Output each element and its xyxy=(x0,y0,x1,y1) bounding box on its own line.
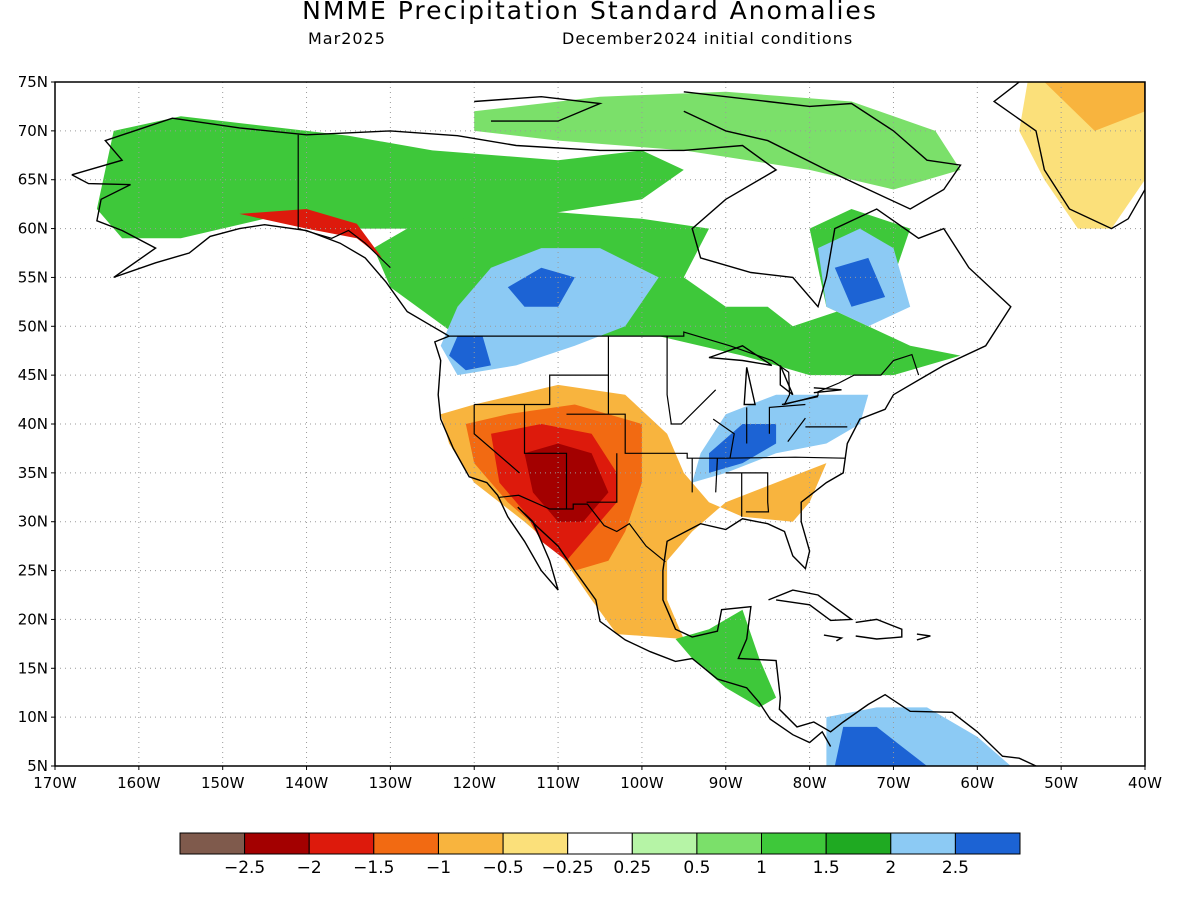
lon-label: 50W xyxy=(1044,774,1078,792)
coastline xyxy=(683,91,962,210)
region-colombia-deep-blue xyxy=(834,726,927,766)
political-border xyxy=(787,417,806,442)
forecast-month: Mar2025 xyxy=(308,29,386,48)
colorbar-label: 2.5 xyxy=(942,858,969,878)
region-greenland-orange xyxy=(1044,82,1145,131)
political-border xyxy=(666,336,717,425)
colorbar-swatch xyxy=(308,832,375,855)
colorbar-label: 0.25 xyxy=(613,858,651,878)
lat-label: 30N xyxy=(18,513,48,531)
colorbar-swatch xyxy=(244,832,310,855)
lat-label: 10N xyxy=(18,708,48,726)
colorbar-swatch xyxy=(696,832,763,855)
region-prairies-blue xyxy=(440,248,659,376)
colorbar-label: −2 xyxy=(297,858,322,878)
lat-label: 60N xyxy=(18,220,48,238)
lon-label: 70W xyxy=(877,774,911,792)
lon-label: 100W xyxy=(620,774,664,792)
coastline xyxy=(916,633,931,641)
political-border xyxy=(566,413,845,459)
lon-label: 120W xyxy=(452,774,496,792)
lon-label: 160W xyxy=(117,774,161,792)
coastlines xyxy=(71,82,1145,766)
map-title: NMME Precipitation Standard Anomalies xyxy=(302,0,878,25)
coastline xyxy=(474,95,603,122)
colorbar-swatch xyxy=(502,832,569,855)
colorbar-label: 0.5 xyxy=(683,858,710,878)
lat-label: 20N xyxy=(18,610,48,628)
colorbar-label: −1 xyxy=(426,858,451,878)
coastline xyxy=(768,589,854,622)
coastline xyxy=(71,174,832,747)
colorbar: −2.5 −2 −1.5 −1 −0.5 −0.25 0.25 0.5 1 1.5 2 2.5 xyxy=(179,832,1021,878)
colorbar-swatch xyxy=(179,832,246,855)
region-nw-us-deep-blue xyxy=(449,336,491,371)
political-border xyxy=(473,404,520,474)
political-border xyxy=(725,472,770,513)
coastline xyxy=(823,634,844,642)
lon-label: 40W xyxy=(1128,774,1162,792)
coastline xyxy=(71,117,1037,766)
coastline xyxy=(992,82,1145,230)
colorbar-label: −1.5 xyxy=(353,858,394,878)
initial-conditions: December2024 initial conditions xyxy=(562,29,854,48)
region-central-america-wet xyxy=(675,609,777,708)
colorbar-swatch xyxy=(631,832,698,855)
lon-label: 90W xyxy=(709,774,743,792)
lat-label: 35N xyxy=(18,464,48,482)
region-south-alaska-red xyxy=(239,209,382,258)
lat-label: 25N xyxy=(18,562,48,580)
colorbar-label: 1 xyxy=(756,858,767,878)
colorbar-swatch xyxy=(438,832,504,855)
political-border xyxy=(499,494,666,563)
political-border xyxy=(298,228,391,269)
colorbar-label: −0.5 xyxy=(482,858,523,878)
lon-label: 130W xyxy=(369,774,413,792)
coastline xyxy=(813,387,842,394)
colorbar-swatch xyxy=(373,832,439,855)
colorbar-swatch xyxy=(954,832,1021,855)
region-quebec-deep-blue xyxy=(834,257,886,307)
colorbar-label: 1.5 xyxy=(813,858,840,878)
colorbar-label: 2 xyxy=(885,858,896,878)
colorbar-label: −2.5 xyxy=(224,858,265,878)
region-ohio-valley-deep-blue xyxy=(709,424,777,473)
lat-label: 40N xyxy=(18,415,48,433)
lon-label: 110W xyxy=(536,774,580,792)
lat-label: 65N xyxy=(18,171,48,189)
colorbar-swatch xyxy=(761,832,827,855)
colorbar-label: −0.25 xyxy=(542,858,594,878)
lon-label: 170W xyxy=(33,774,77,792)
colorbar-swatch xyxy=(567,832,633,855)
lon-label: 140W xyxy=(285,774,329,792)
lat-label: 15N xyxy=(18,659,48,677)
colorbar-swatch xyxy=(890,832,956,855)
political-border xyxy=(586,453,618,503)
lat-label: 75N xyxy=(18,73,48,91)
lat-label: 55N xyxy=(18,268,48,286)
political-border xyxy=(523,404,568,509)
lat-label: 70N xyxy=(18,122,48,140)
lat-label: 50N xyxy=(18,317,48,335)
political-border xyxy=(712,418,735,459)
coastline xyxy=(779,365,794,396)
lon-label: 60W xyxy=(960,774,994,792)
region-arctic-islands-wet xyxy=(474,91,961,190)
axis-labels: 5N 10N 15N 20N 25N 30N 35N 40N 45N 50N 55N 60N 65N 70… xyxy=(18,73,1162,792)
political-border xyxy=(715,458,718,493)
coastline xyxy=(855,618,903,640)
coastline xyxy=(708,345,773,367)
lat-label: 45N xyxy=(18,366,48,384)
lon-label: 150W xyxy=(201,774,245,792)
political-border xyxy=(449,331,920,406)
political-border xyxy=(768,403,806,434)
coastline xyxy=(743,367,756,406)
colorbar-swatch xyxy=(825,832,892,855)
lon-label: 80W xyxy=(793,774,827,792)
lat-label: 5N xyxy=(27,757,48,775)
